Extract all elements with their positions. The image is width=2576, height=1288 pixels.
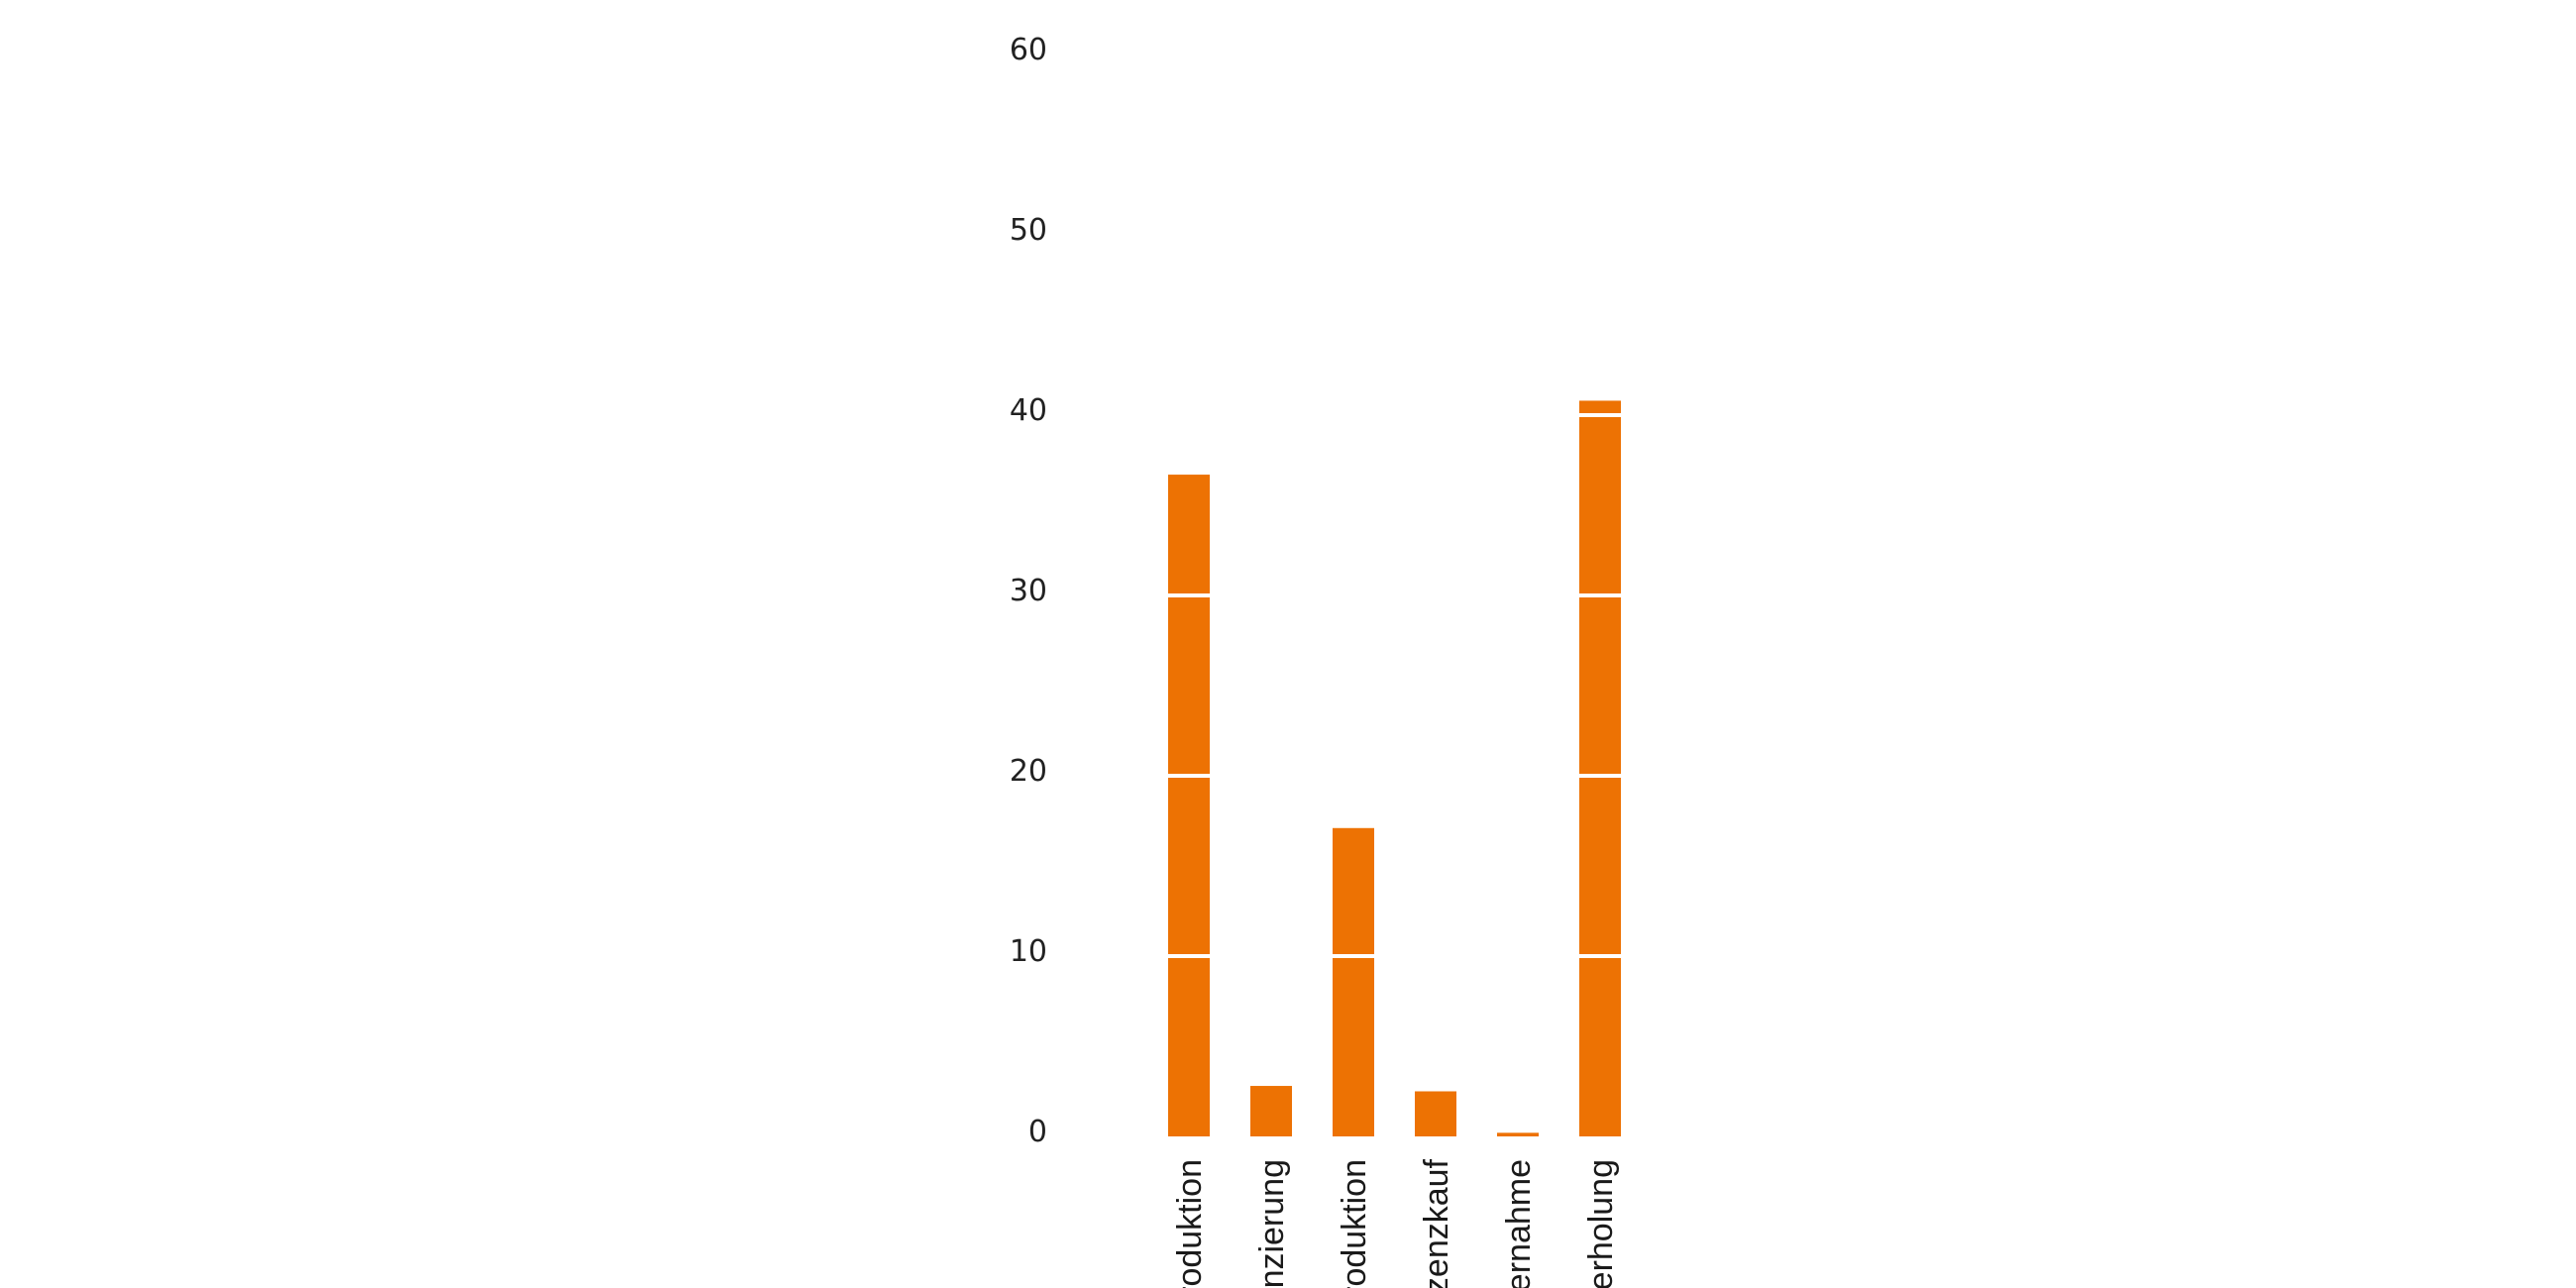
y-axis-ticks: 0 10 20 30 40 50 60 [1010, 33, 1047, 1149]
x-tick-label: roduktion [1171, 1159, 1209, 1288]
bar [1250, 1086, 1292, 1136]
x-tick-label: anzierung [1253, 1159, 1291, 1288]
y-tick-label: 10 [1010, 934, 1047, 969]
x-tick-label: zenzkauf [1418, 1158, 1455, 1288]
x-axis-labels: roduktion anzierung roduktion zenzkauf berna… [1171, 1158, 1620, 1288]
x-tick-label: derholung [1582, 1159, 1620, 1288]
gridlines [1139, 413, 1664, 958]
x-tick-label: roduktion [1336, 1159, 1373, 1288]
y-tick-label: 40 [1010, 393, 1047, 428]
y-tick-label: 20 [1010, 754, 1047, 789]
bars [1168, 400, 1621, 1136]
bar [1168, 475, 1210, 1136]
x-tick-label: bernahme [1500, 1159, 1538, 1288]
bar [1333, 827, 1374, 1136]
y-tick-label: 30 [1010, 574, 1047, 608]
y-tick-label: 60 [1010, 33, 1047, 67]
bar [1497, 1132, 1539, 1136]
y-tick-label: 50 [1010, 213, 1047, 248]
bar [1579, 400, 1621, 1136]
bar [1415, 1091, 1456, 1136]
y-tick-label: 0 [1028, 1115, 1047, 1149]
